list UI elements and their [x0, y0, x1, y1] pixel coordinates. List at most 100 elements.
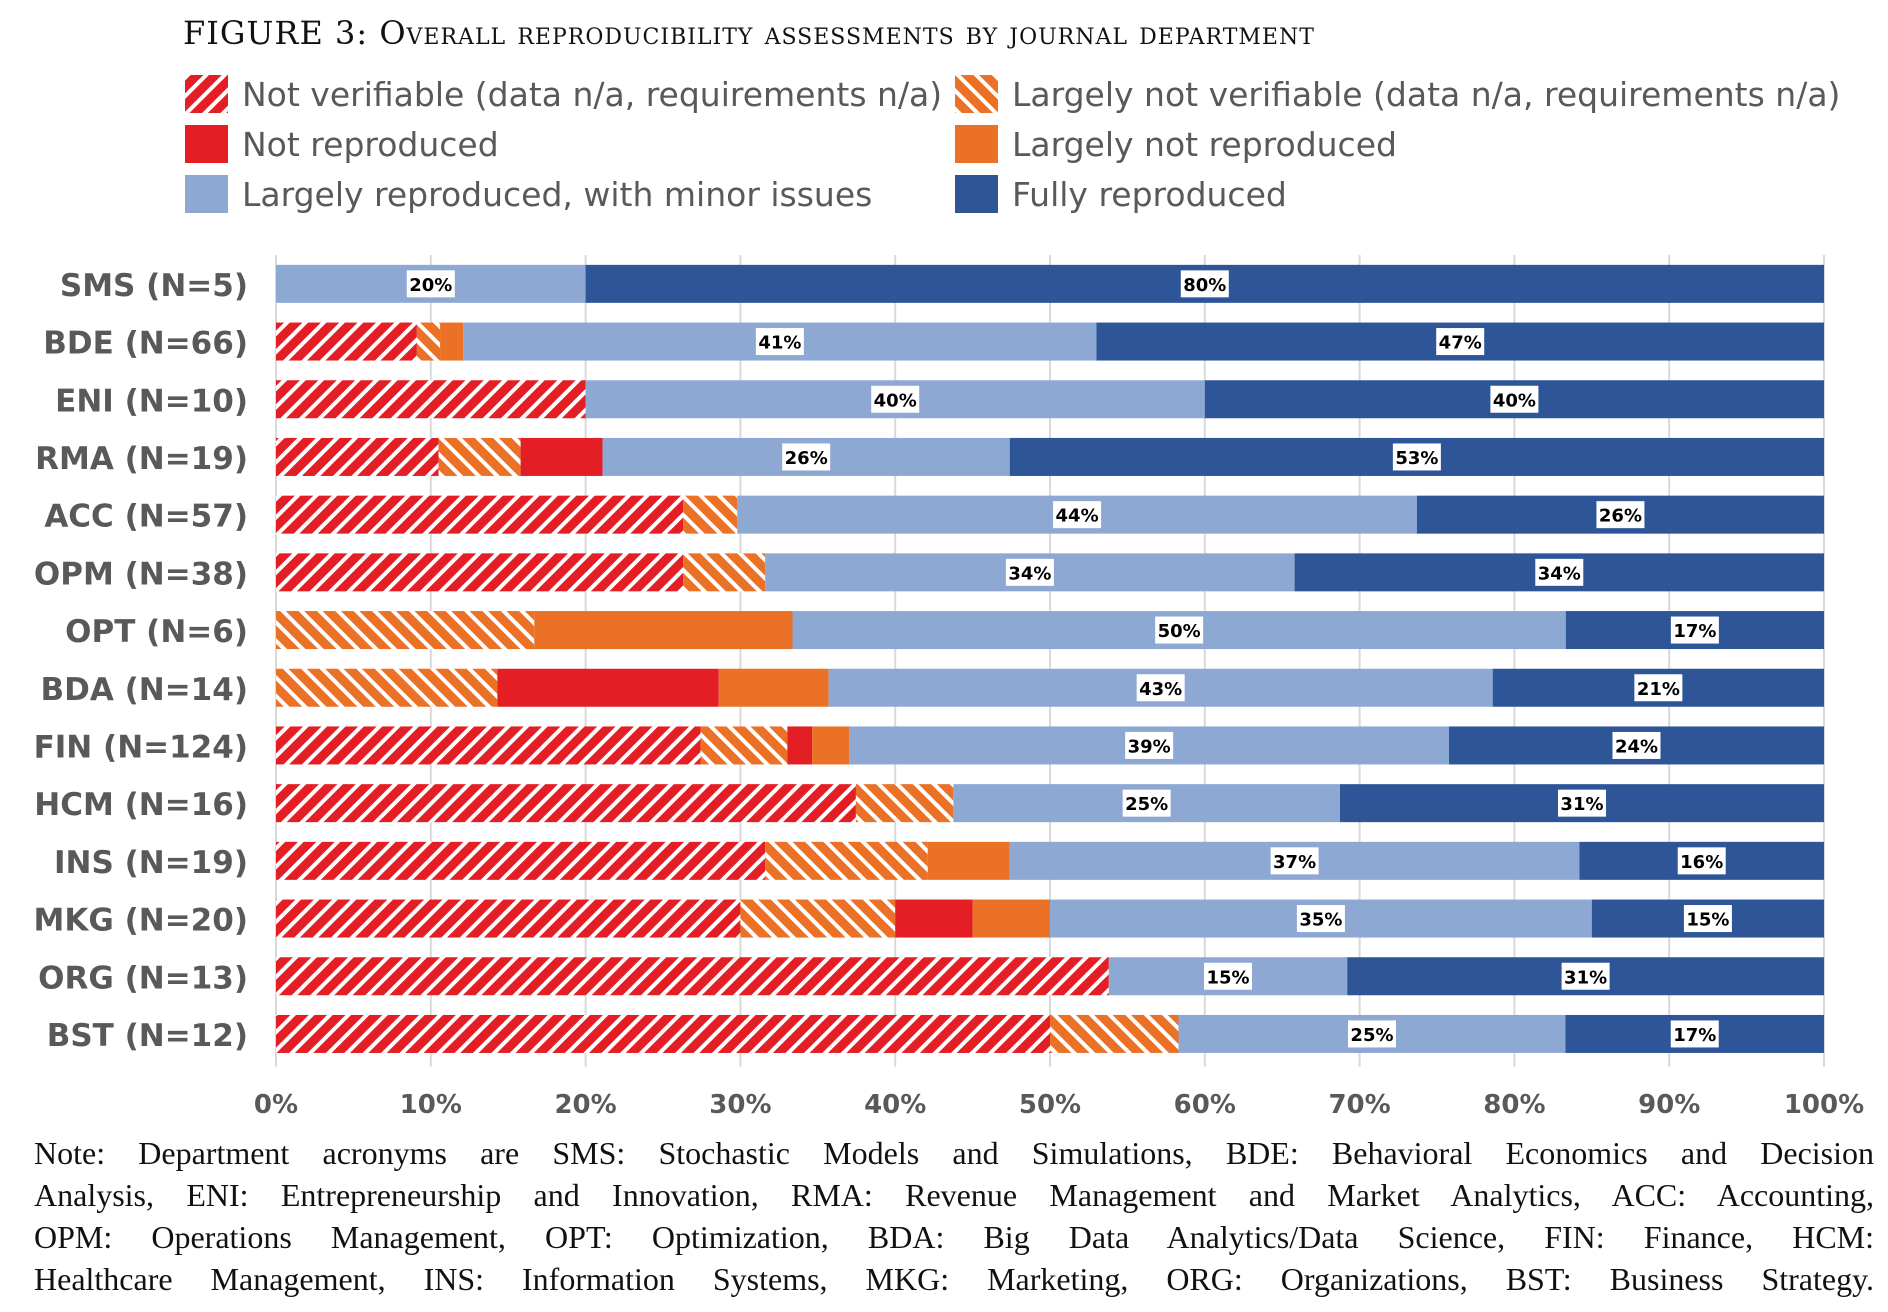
note-line: Note: Department acronyms are SMS: Stoch… — [34, 1135, 1874, 1171]
legend-label: Largely reproduced, with minor issues — [242, 174, 873, 214]
bar-segment-largely-not-verifiable — [416, 322, 441, 361]
x-tick-label: 100% — [1784, 1090, 1864, 1120]
data-label: 44% — [1056, 506, 1099, 527]
legend-item-largely-not-reproduced: Largely not reproduced — [955, 124, 1397, 164]
data-label-box — [1670, 616, 1719, 644]
x-tick-label: 70% — [1328, 1090, 1390, 1120]
legend-item-largely-reproduced: Largely reproduced, with minor issues — [185, 174, 872, 214]
legend-swatch-red — [185, 125, 228, 163]
data-label: 16% — [1680, 852, 1723, 873]
data-label-box — [871, 385, 920, 413]
x-tick-label: 10% — [400, 1090, 462, 1120]
legend-item-not-reproduced: Not reproduced — [185, 124, 499, 164]
data-label-box — [1561, 962, 1610, 990]
data-label: 80% — [1183, 275, 1226, 296]
note-line: Analysis, ENI: Entrepreneurship and Inno… — [34, 1177, 1874, 1213]
bar-segment-not-verifiable — [276, 495, 684, 534]
data-label-box — [1596, 501, 1645, 529]
legend-label: Largely not reproduced — [1012, 124, 1397, 164]
data-label: 37% — [1273, 852, 1316, 873]
gridlines — [275, 255, 1825, 1067]
category-label: ENI (N=10) — [55, 383, 248, 419]
bar-segment-largely-not-verifiable — [740, 899, 896, 938]
legend-label: Not reproduced — [242, 124, 499, 164]
data-label: 31% — [1564, 967, 1607, 988]
legend-item-not-verifiable: Not verifiable (data n/a, requirements n… — [185, 74, 942, 114]
bar-segment-largely-not-reproduced — [927, 841, 1010, 880]
x-axis-ticks: 0% 10% 20% 30% 40% 50% 60% 70% 80% 90% 100% — [254, 1090, 1864, 1120]
category-labels: SMS (N=5) BDE (N=66) ENI (N=10) RMA (N=19) A… — [33, 268, 248, 1054]
bar-segment-largely-not-verifiable — [276, 611, 535, 650]
bar-segment-largely-not-reproduced — [718, 668, 829, 707]
legend-swatch-hatch-forward-red — [185, 75, 228, 113]
data-label: 40% — [874, 390, 917, 411]
bar-segment-largely-not-verifiable — [765, 841, 928, 880]
data-label: 34% — [1008, 563, 1051, 584]
legend-label: Fully reproduced — [1012, 174, 1287, 214]
category-label: ORG (N=13) — [38, 960, 248, 996]
bar-segment-largely-not-verifiable — [438, 437, 521, 476]
x-tick-label: 40% — [864, 1090, 926, 1120]
bar-segment-largely-not-verifiable — [1050, 1014, 1179, 1053]
legend-label: Largely not verifiable (data n/a, requir… — [1012, 74, 1841, 114]
legend-item-largely-not-verifiable: Largely not verifiable (data n/a, requir… — [955, 74, 1840, 114]
note-line: OPM: Operations Management, OPT: Optimiz… — [34, 1219, 1874, 1255]
bar-segment-not-verifiable — [276, 1014, 1050, 1053]
data-label: 43% — [1139, 679, 1182, 700]
bar-segment-not-verifiable — [276, 380, 586, 419]
bar-segment-largely-not-verifiable — [276, 668, 498, 707]
data-label: 25% — [1125, 794, 1168, 815]
bar-segment-largely-not-verifiable — [683, 495, 738, 534]
data-label-box — [1053, 501, 1102, 529]
data-label-box — [1535, 558, 1584, 586]
data-label-box — [1612, 731, 1661, 759]
category-label: BDA (N=14) — [40, 672, 248, 708]
x-tick-label: 80% — [1483, 1090, 1545, 1120]
data-label: 34% — [1538, 563, 1581, 584]
data-label-box — [1347, 1020, 1396, 1048]
data-label: 53% — [1395, 448, 1438, 469]
data-label: 20% — [409, 275, 452, 296]
bar-segment-largely-not-reproduced — [534, 611, 793, 650]
data-label-box — [406, 270, 455, 298]
data-label: 31% — [1560, 794, 1603, 815]
x-tick-label: 0% — [254, 1090, 298, 1120]
bar-segment-largely-not-reproduced — [440, 322, 464, 361]
bar-segment-largely-not-verifiable — [683, 553, 766, 592]
data-label-box — [755, 328, 804, 356]
bar-segment-not-reproduced — [787, 726, 813, 765]
stacked-bar-chart: 20% 80% 41% 47% 40% 40% 26% 53% 44% 26% 34% 34% 50% 1… — [33, 255, 1864, 1120]
category-label: ACC (N=57) — [44, 499, 248, 535]
bar-segment-largely-not-reproduced — [972, 899, 1050, 938]
bar-segment-not-reproduced — [895, 899, 973, 938]
category-label: OPT (N=6) — [65, 614, 248, 650]
data-label-box — [1557, 789, 1606, 817]
data-label: 39% — [1128, 736, 1171, 757]
bar-segment-not-verifiable — [276, 784, 856, 823]
data-label-box — [1296, 905, 1345, 933]
data-label-box — [1677, 847, 1726, 875]
data-label-box — [1670, 1020, 1719, 1048]
data-label: 17% — [1673, 621, 1716, 642]
data-label-box — [1392, 443, 1441, 471]
x-tick-label: 20% — [554, 1090, 616, 1120]
data-label-box — [1155, 616, 1204, 644]
category-label: HCM (N=16) — [34, 787, 248, 823]
data-label: 15% — [1206, 967, 1249, 988]
data-label: 26% — [785, 448, 828, 469]
data-label: 41% — [758, 333, 801, 354]
data-label: 35% — [1299, 910, 1342, 931]
bar-segment-not-verifiable — [276, 899, 741, 938]
data-label: 24% — [1615, 736, 1658, 757]
bar-segment-not-verifiable — [276, 841, 766, 880]
category-label: INS (N=19) — [54, 845, 248, 881]
legend-swatch-hatch-backward-orange — [955, 75, 998, 113]
data-label-box — [1436, 328, 1485, 356]
category-label: BST (N=12) — [47, 1018, 248, 1054]
data-label-box — [1490, 385, 1539, 413]
data-label: 40% — [1493, 390, 1536, 411]
data-label-box — [782, 443, 831, 471]
figure-note: Note: Department acronyms are SMS: Stoch… — [34, 1132, 1874, 1300]
data-label-box — [1634, 674, 1683, 702]
data-label-box — [1270, 847, 1319, 875]
